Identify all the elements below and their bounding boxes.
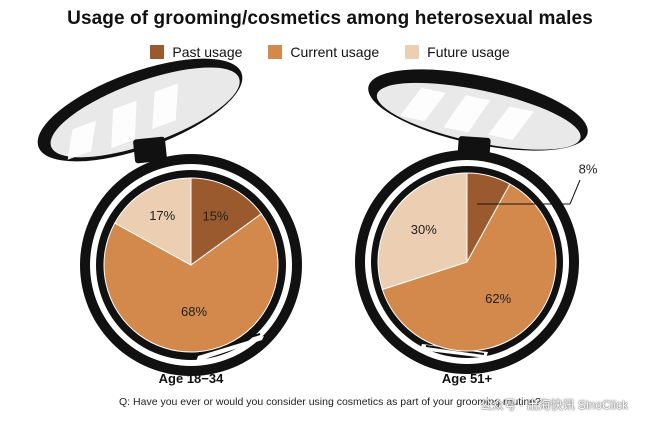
- compact-clasp-left: [196, 336, 264, 362]
- pie-label-past: 15%: [202, 208, 228, 223]
- pie-label-future: 17%: [149, 208, 175, 223]
- legend-label-current: Current usage: [290, 44, 380, 60]
- pie-age-18-34: [103, 177, 279, 353]
- compact-hinge-left: [133, 136, 167, 164]
- legend-swatch-past: [150, 45, 165, 59]
- age-label-51-plus: Age 51+: [441, 371, 493, 386]
- age-label-18-34: Age 18−34: [158, 371, 224, 386]
- pie-slice-current: [381, 183, 557, 352]
- watermark: 公众号 · 出海快讯 SinoClick: [480, 398, 629, 412]
- legend: Past usage Current usage Future usage: [0, 44, 660, 60]
- compact-left: 15% 68% 17%: [37, 58, 302, 376]
- legend-item-future: Future usage: [405, 44, 510, 60]
- pie-slice-current: [103, 213, 279, 353]
- legend-item-past: Past usage: [150, 44, 242, 60]
- legend-swatch-current: [268, 45, 283, 59]
- pie-age-51-plus: [377, 172, 557, 352]
- pie-slice-future: [114, 177, 192, 266]
- pie-label-current: 68%: [181, 304, 207, 319]
- compact-lid-left: [37, 58, 243, 162]
- legend-label-future: Future usage: [427, 44, 510, 60]
- pie-slice-past: [190, 177, 263, 266]
- survey-question: Q: Have you ever or would you consider u…: [119, 396, 541, 408]
- pie-label-past: 8%: [579, 161, 598, 176]
- compact-lid-right: [368, 69, 588, 151]
- legend-item-current: Current usage: [268, 44, 379, 60]
- pie-label-future: 30%: [411, 222, 437, 237]
- pie-slice-future: [377, 172, 468, 291]
- compact-right: 8% 62% 30%: [355, 69, 598, 374]
- legend-swatch-future: [405, 45, 420, 59]
- legend-label-past: Past usage: [172, 44, 243, 60]
- chart-title: Usage of grooming/cosmetics among hetero…: [67, 8, 593, 29]
- pie-label-current: 62%: [485, 291, 511, 306]
